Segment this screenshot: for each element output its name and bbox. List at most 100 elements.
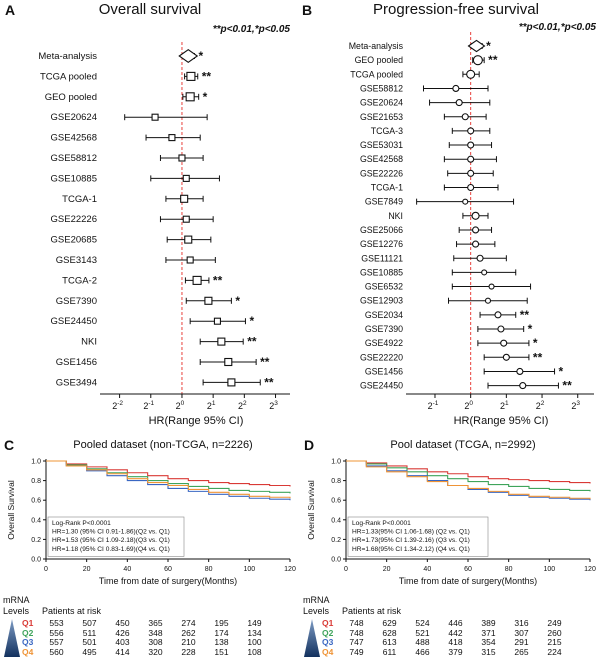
risk-row-q2: Q2 748 628 521 442 371 307 260 <box>322 627 571 639</box>
svg-text:20: 20 <box>464 400 473 411</box>
svg-text:22: 22 <box>238 400 247 411</box>
patients-at-risk-value: 511 <box>82 627 97 638</box>
risk-row-q3: Q3 747 613 488 418 354 291 215 <box>322 638 571 648</box>
svg-text:80: 80 <box>505 566 513 573</box>
patients-at-risk-value: 557 <box>49 637 64 648</box>
svg-text:GSE20685: GSE20685 <box>51 235 97 246</box>
svg-text:TCGA-2: TCGA-2 <box>62 275 97 286</box>
svg-text:80: 80 <box>205 566 213 573</box>
svg-text:GSE22220: GSE22220 <box>360 352 403 362</box>
svg-text:*: * <box>198 49 203 63</box>
levels-label: Levels <box>303 606 330 616</box>
svg-text:23: 23 <box>269 400 278 411</box>
svg-text:TCGA pooled: TCGA pooled <box>40 71 97 82</box>
patients-at-risk-value: 134 <box>247 627 262 638</box>
patients-at-risk-value: 371 <box>481 627 496 638</box>
patients-at-risk-value: 316 <box>514 618 529 628</box>
risk-quartile-label: Q2 <box>22 627 34 638</box>
svg-text:0.8: 0.8 <box>31 478 41 485</box>
svg-text:120: 120 <box>284 566 296 573</box>
risk-row-q2: Q2 556 511 426 348 262 174 134 <box>22 627 271 639</box>
patients-at-risk-value: 274 <box>181 618 196 628</box>
svg-text:GEO pooled: GEO pooled <box>45 92 97 103</box>
patients-at-risk-value: 262 <box>181 627 196 638</box>
svg-text:**: ** <box>520 308 530 322</box>
risk-row-q4: Q4 749 611 466 379 315 265 224 <box>322 646 571 658</box>
risk-quartile-label: Q4 <box>322 646 334 657</box>
svg-text:**: ** <box>562 379 572 393</box>
patients-at-risk-value: 249 <box>547 618 562 628</box>
svg-text:GSE7849: GSE7849 <box>365 197 403 207</box>
svg-text:GSE4922: GSE4922 <box>365 338 403 348</box>
risk-row-q3: Q3 557 501 403 308 210 138 100 <box>22 638 271 648</box>
patients-at-risk-value: 308 <box>148 637 163 648</box>
svg-text:Log-Rank P<0.0001: Log-Rank P<0.0001 <box>352 520 411 527</box>
svg-text:GSE24450: GSE24450 <box>360 381 403 391</box>
risk-quartile-label: Q4 <box>22 646 34 657</box>
svg-text:Time from date of surgery(Mont: Time from date of surgery(Months) <box>99 576 237 586</box>
patients-at-risk-value: 403 <box>115 637 130 648</box>
svg-text:**: ** <box>264 375 274 389</box>
mrna-level-gradient-icon <box>4 619 20 657</box>
patients-at-risk-value: 315 <box>481 646 496 657</box>
svg-text:2-1: 2-1 <box>143 400 154 411</box>
svg-text:GSE20624: GSE20624 <box>360 98 403 108</box>
patients-at-risk-label: Patients at risk <box>342 606 402 616</box>
svg-text:21: 21 <box>500 400 509 411</box>
patients-at-risk-value: 418 <box>448 637 463 648</box>
km-plot-tcga: 0.0 0.2 0.4 0.6 0.8 1.0 0 20 40 60 80 100 120 Overall… <box>306 459 596 587</box>
mrna-level-gradient-icon <box>304 619 320 657</box>
risk-quartile-label: Q2 <box>322 627 334 638</box>
patients-at-risk-value: 629 <box>382 618 397 628</box>
patients-at-risk-value: 749 <box>349 646 364 657</box>
patients-at-risk-value: 488 <box>415 637 430 648</box>
patients-at-risk-value: 446 <box>448 618 463 628</box>
panel-c-km-non-tcga: C Pooled dataset (non-TCGA, n=2226) 0.0 0… <box>0 437 298 659</box>
svg-text:TCGA-3: TCGA-3 <box>371 126 403 136</box>
svg-text:60: 60 <box>164 566 172 573</box>
svg-text:GSE3143: GSE3143 <box>56 255 97 266</box>
patients-at-risk-value: 613 <box>382 637 397 648</box>
svg-text:GSE21653: GSE21653 <box>360 112 403 122</box>
patients-at-risk-value: 450 <box>115 618 130 628</box>
svg-text:HR(Range 95% CI): HR(Range 95% CI) <box>149 415 244 427</box>
svg-text:120: 120 <box>584 566 596 573</box>
svg-text:GSE1456: GSE1456 <box>56 357 97 368</box>
risk-quartile-label: Q3 <box>322 637 334 648</box>
svg-text:Overall Survival: Overall Survival <box>306 480 316 540</box>
svg-text:Time from date of surgery(Mont: Time from date of surgery(Months) <box>399 576 537 586</box>
svg-text:HR=1.73(95% CI 1.39-2.16) (Q3: HR=1.73(95% CI 1.39-2.16) (Q3 vs. Q1) <box>352 537 470 544</box>
svg-text:*: * <box>486 39 491 53</box>
svg-text:GSE25066: GSE25066 <box>360 225 403 235</box>
svg-text:GSE12276: GSE12276 <box>360 239 403 249</box>
svg-text:40: 40 <box>423 566 431 573</box>
svg-text:60: 60 <box>464 566 472 573</box>
svg-text:0.2: 0.2 <box>331 537 341 544</box>
svg-text:*: * <box>533 336 538 350</box>
patients-at-risk-value: 348 <box>148 627 163 638</box>
patients-at-risk-value: 100 <box>247 637 262 648</box>
svg-text:0.6: 0.6 <box>31 498 41 505</box>
patients-at-risk-value: 354 <box>481 637 496 648</box>
svg-text:GSE7390: GSE7390 <box>56 296 97 307</box>
svg-text:NKI: NKI <box>81 337 97 348</box>
svg-text:Log-Rank P<0.0001: Log-Rank P<0.0001 <box>52 520 111 527</box>
svg-text:HR=1.18 (95% CI 0.83-1.69)(Q4: HR=1.18 (95% CI 0.83-1.69)(Q4 vs. Q1) <box>52 546 170 553</box>
svg-text:20: 20 <box>176 400 185 411</box>
panel-a-letter: A <box>5 2 16 18</box>
svg-text:0.6: 0.6 <box>331 498 341 505</box>
svg-text:TCGA pooled: TCGA pooled <box>350 69 403 79</box>
svg-text:**: ** <box>533 350 543 364</box>
patients-at-risk-value: 151 <box>214 646 229 657</box>
forest-plot-overall-survival: Meta-analysis *TCGA pooled **GEO pooled *GS… <box>38 42 290 427</box>
patients-at-risk-value: 174 <box>214 627 229 638</box>
patients-at-risk-value: 365 <box>148 618 163 628</box>
svg-text:23: 23 <box>571 400 580 411</box>
panel-b-progression-free-survival: B Progression-free survival **p<0.01,*p<… <box>298 0 600 437</box>
patients-at-risk-value: 307 <box>514 627 529 638</box>
patients-at-risk-label: Patients at risk <box>42 606 102 616</box>
svg-text:2-2: 2-2 <box>112 400 123 411</box>
levels-label: Levels <box>3 606 30 616</box>
patients-at-risk-value: 524 <box>415 618 430 628</box>
